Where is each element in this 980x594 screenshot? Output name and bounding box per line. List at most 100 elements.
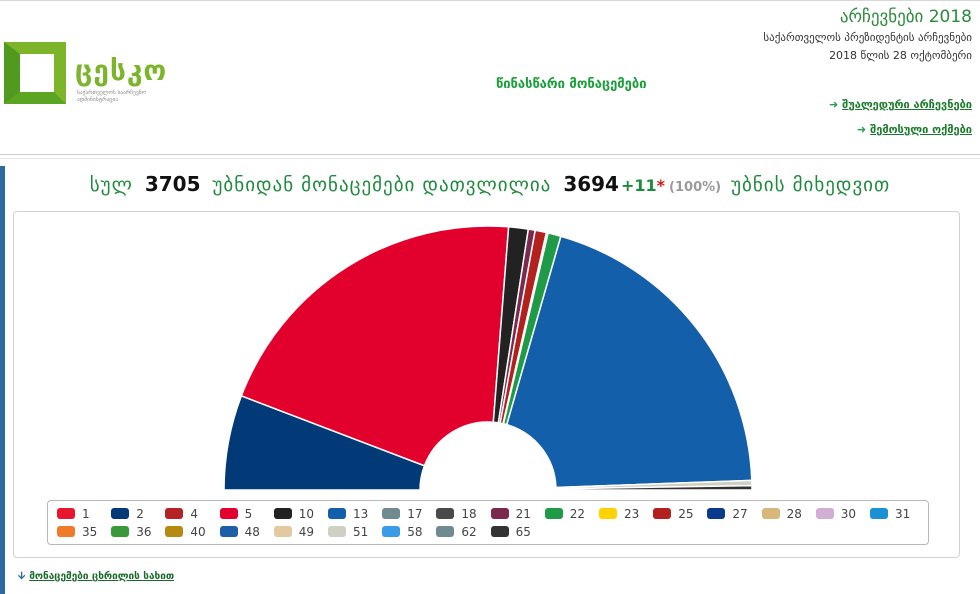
legend-swatch <box>111 508 130 519</box>
legend-item-30[interactable]: 30 <box>815 507 857 521</box>
election-date: 2018 წლის 28 ოქტომბერი <box>829 49 972 62</box>
legend-label: 48 <box>244 525 260 539</box>
chart-slice-5[interactable] <box>240 225 510 467</box>
legend-item-27[interactable]: 27 <box>707 507 748 521</box>
legend-label: 23 <box>624 507 640 521</box>
legend-item-36[interactable]: 36 <box>111 525 151 539</box>
cesko-logo-icon[interactable] <box>4 42 66 104</box>
legend-label: 65 <box>515 525 531 539</box>
legend-swatch <box>815 508 834 519</box>
legend-label: 49 <box>298 525 315 539</box>
legend-label: 31 <box>895 507 911 521</box>
total-label: სულ <box>89 174 133 196</box>
legend-item-22[interactable]: 22 <box>544 507 586 521</box>
legend-item-2[interactable]: 2 <box>111 507 144 521</box>
legend-label: 10 <box>298 507 315 521</box>
legend-label: 51 <box>353 525 369 539</box>
by-precinct-label: უბნის მიხედვით <box>731 174 891 196</box>
chart-slice-13[interactable] <box>505 235 753 489</box>
legend-label: 27 <box>732 507 748 521</box>
table-view-link[interactable]: 🡫 მონაცემები ცხრილის სახით <box>18 569 174 586</box>
legend-item-5[interactable]: 5 <box>219 507 253 521</box>
logo-subtitle: საქართველოს საარჩევნო ადმინისტრაცია <box>77 90 146 103</box>
legend-swatch <box>273 508 292 519</box>
arrow-right-icon: ➜ <box>828 98 839 111</box>
logo-text[interactable]: ცესკო <box>75 54 168 87</box>
arrow-down-icon: 🡫 <box>18 571 26 582</box>
incoming-protocols-link[interactable]: ➜ შემოსული ოქმები <box>857 123 972 136</box>
legend-label: 5 <box>244 507 253 521</box>
legend-item-48[interactable]: 48 <box>219 525 260 539</box>
left-accent-bar <box>0 166 5 594</box>
legend-item-62[interactable]: 62 <box>436 525 477 539</box>
legend-item-17[interactable]: 17 <box>382 507 422 521</box>
legend-item-25[interactable]: 25 <box>653 507 693 521</box>
incoming-protocols-link-label: შემოსული ოქმები <box>870 123 972 136</box>
legend-label: 30 <box>840 507 857 521</box>
table-view-link-label: მონაცემები ცხრილის სახით <box>29 571 175 582</box>
legend-label: 13 <box>353 507 369 521</box>
legend-swatch <box>111 526 130 537</box>
legend-item-23[interactable]: 23 <box>599 507 639 521</box>
chart-panel <box>13 211 960 558</box>
legend-swatch <box>436 526 455 537</box>
legend-item-40[interactable]: 40 <box>165 525 206 539</box>
legend-item-13[interactable]: 13 <box>328 507 368 521</box>
legend-label: 18 <box>461 507 477 521</box>
legend-item-51[interactable]: 51 <box>328 525 368 539</box>
total-precincts: 3705 <box>144 172 201 196</box>
legend-swatch <box>707 508 726 519</box>
legend-swatch <box>219 508 238 519</box>
legend-swatch <box>490 526 509 537</box>
legend-label: 62 <box>461 525 477 539</box>
legend-label: 22 <box>569 507 586 521</box>
asterisk-note[interactable]: * <box>656 176 666 195</box>
by-elections-link[interactable]: ➜ შუალედური არჩევნები <box>829 98 972 111</box>
legend-swatch <box>219 526 238 537</box>
legend-item-28[interactable]: 28 <box>761 507 802 521</box>
counted-precincts: 3694 <box>563 172 619 196</box>
legend-swatch <box>436 508 455 519</box>
legend-item-31[interactable]: 31 <box>870 507 910 521</box>
legend-swatch <box>165 508 184 519</box>
top-border <box>0 0 980 1</box>
legend-swatch <box>57 526 75 537</box>
legend-label: 4 <box>190 507 199 521</box>
legend-item-65[interactable]: 65 <box>490 525 531 539</box>
legend-item-10[interactable]: 10 <box>273 507 315 521</box>
legend-swatch <box>870 508 888 519</box>
legend-item-1[interactable]: 1 <box>57 507 90 521</box>
legend-label: 25 <box>678 507 694 521</box>
counting-status: სულ 3705 უბნიდან მონაცემები დათვლილია 3694 +… <box>0 172 980 196</box>
legend-swatch <box>165 526 184 537</box>
election-subtitle: საქართველოს პრეზიდენტის არჩევნები <box>763 31 972 44</box>
legend-swatch <box>328 526 346 537</box>
page-title: არჩევნები 2018 <box>839 7 972 27</box>
legend-item-21[interactable]: 21 <box>490 507 531 521</box>
legend-swatch <box>273 526 292 537</box>
legend-label: 28 <box>786 507 802 521</box>
legend-swatch <box>328 508 346 519</box>
legend-swatch <box>382 526 401 537</box>
header-divider-secondary <box>0 158 980 159</box>
legend-item-35[interactable]: 35 <box>57 525 97 539</box>
chart-slice-65[interactable] <box>555 484 753 491</box>
legend-item-4[interactable]: 4 <box>165 507 198 521</box>
legend-label: 17 <box>407 507 423 521</box>
legend-label: 1 <box>82 507 90 521</box>
legend-label: 2 <box>136 507 144 521</box>
arrow-right-icon: ➜ <box>856 123 867 136</box>
chart-legend: 1 2 4 5 10 13 17 18 21 22 23 25 27 28 30 31 35 36 40 48 49 51… <box>47 500 929 545</box>
legend-swatch <box>653 508 672 519</box>
legend-label: 35 <box>82 525 98 539</box>
legend-swatch <box>544 508 563 519</box>
legend-swatch <box>490 508 509 519</box>
legend-item-58[interactable]: 58 <box>382 525 422 539</box>
legend-label: 40 <box>190 525 206 539</box>
legend-item-49[interactable]: 49 <box>273 525 315 539</box>
extra-count: +11 <box>620 176 657 195</box>
legend-item-18[interactable]: 18 <box>436 507 477 521</box>
preliminary-label: წინასწარი მონაცემები <box>496 77 647 92</box>
legend-label: 21 <box>515 507 531 521</box>
